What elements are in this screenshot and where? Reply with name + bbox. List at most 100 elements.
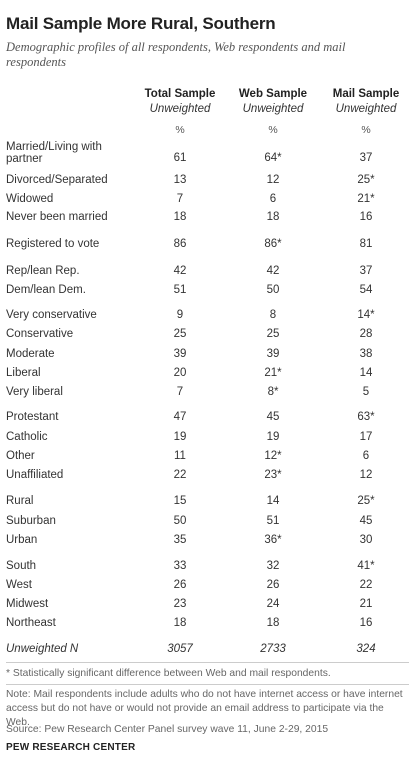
total-sample-value: 7 xyxy=(176,386,184,398)
web-sample-value: 19 xyxy=(266,431,280,443)
row-label: Married/Living with partner xyxy=(6,141,102,165)
mail-sample-value: 5 xyxy=(362,386,370,398)
web-sample-value: 12 xyxy=(266,174,280,186)
table-row: Very conservative 9 8 14* xyxy=(6,306,409,326)
mail-sample-value: 28 xyxy=(359,328,373,340)
col-subheader-mail: Unweighted xyxy=(335,103,397,115)
figure-title: Mail Sample More Rural, Southern xyxy=(6,14,276,33)
brand-wordmark: PEW RESEARCH CENTER xyxy=(6,742,136,753)
table-row: West 26 26 22 xyxy=(6,576,409,596)
table-row: Registered to vote 86 86* 81 xyxy=(6,235,409,255)
col-unit-mail: % xyxy=(361,124,371,136)
row-label: Divorced/Separated xyxy=(6,174,108,186)
row-label: Urban xyxy=(6,534,38,546)
table-row: Rep/lean Rep. 42 42 37 xyxy=(6,262,409,282)
web-sample-value: 36* xyxy=(264,534,282,546)
row-label: Conservative xyxy=(6,328,74,340)
row-label: Dem/lean Dem. xyxy=(6,284,86,296)
row-label: Rural xyxy=(6,495,34,507)
footnote-note: Note: Mail respondents include adults wh… xyxy=(6,689,403,728)
row-label: Catholic xyxy=(6,431,48,443)
source-line: Source: Pew Research Center Panel survey… xyxy=(6,724,329,735)
mail-sample-value: 45 xyxy=(359,515,373,527)
total-sample-value: 7 xyxy=(176,193,184,205)
col-unit-web: % xyxy=(268,124,278,136)
web-sample-value: 12* xyxy=(264,450,282,462)
total-sample-value: 35 xyxy=(173,534,187,546)
table-row: Liberal 20 21* 14 xyxy=(6,364,409,384)
table-row: Rural 15 14 25* xyxy=(6,492,409,512)
web-sample-value: 8 xyxy=(269,309,277,321)
web-sample-value: 6 xyxy=(269,193,277,205)
mail-sample-value: 37 xyxy=(359,152,373,164)
table-row: Suburban 50 51 45 xyxy=(6,512,409,532)
row-label: Widowed xyxy=(6,193,54,205)
total-sample-value: 86 xyxy=(173,238,187,250)
total-sample-value: 42 xyxy=(173,265,187,277)
mail-sample-value: 21* xyxy=(357,193,375,205)
total-sample-value: 15 xyxy=(173,495,187,507)
mail-sample-value: 41* xyxy=(357,560,375,572)
total-sample-value: 39 xyxy=(173,348,187,360)
table-row: Married/Living with partner 61 64* 37 xyxy=(6,141,409,171)
mail-sample-value: 16 xyxy=(359,617,373,629)
total-sample-value: 23 xyxy=(173,598,187,610)
mail-sample-value: 22 xyxy=(359,579,373,591)
table-row: Moderate 39 39 38 xyxy=(6,345,409,365)
table-row: Other 11 12* 6 xyxy=(6,447,409,467)
row-label: Very conservative xyxy=(6,309,97,321)
row-label: Midwest xyxy=(6,598,49,610)
row-label: South xyxy=(6,560,37,572)
col-subheader-web: Unweighted xyxy=(242,103,304,115)
total-sample-value: 26 xyxy=(173,579,187,591)
table-row: Very liberal 7 8* 5 xyxy=(6,383,409,403)
web-sample-value: 18 xyxy=(266,617,280,629)
mail-sample-value: 25* xyxy=(357,174,375,186)
total-sample-value: 61 xyxy=(173,152,187,164)
total-sample-value: 22 xyxy=(173,469,187,481)
web-sample-value: 45 xyxy=(266,411,280,423)
mail-sample-value: 37 xyxy=(359,265,373,277)
table-row: Midwest 23 24 21 xyxy=(6,595,409,615)
table-row: Divorced/Separated 13 12 25* xyxy=(6,171,409,191)
footnote-significance: * Statistically significant difference b… xyxy=(6,668,331,679)
web-sample-value: 32 xyxy=(266,560,280,572)
web-sample-value: 86* xyxy=(264,238,282,250)
table-row: Dem/lean Dem. 51 50 54 xyxy=(6,281,409,301)
row-label: Moderate xyxy=(6,348,55,360)
web-sample-value: 26 xyxy=(266,579,280,591)
table-row: Northeast 18 18 16 xyxy=(6,614,409,634)
mail-sample-value: 14 xyxy=(359,367,373,379)
unweighted-n-row: Unweighted N 3057 2733 324 xyxy=(6,640,409,660)
row-label: Northeast xyxy=(6,617,56,629)
table-row: Widowed 7 6 21* xyxy=(6,190,409,210)
total-sample-value: 33 xyxy=(173,560,187,572)
table-row: Unaffiliated 22 23* 12 xyxy=(6,466,409,486)
row-label: West xyxy=(6,579,32,591)
mail-sample-value: 54 xyxy=(359,284,373,296)
total-sample-value: 3057 xyxy=(167,643,193,655)
note-divider xyxy=(6,684,409,685)
figure-subtitle: Demographic profiles of all respondents,… xyxy=(6,40,346,69)
row-label: Other xyxy=(6,450,35,462)
mail-sample-value: 25* xyxy=(357,495,375,507)
row-label: Unweighted N xyxy=(6,643,79,655)
web-sample-value: 25 xyxy=(266,328,280,340)
web-sample-value: 42 xyxy=(266,265,280,277)
total-sample-value: 19 xyxy=(173,431,187,443)
table-row: Protestant 47 45 63* xyxy=(6,408,409,428)
web-sample-value: 51 xyxy=(266,515,280,527)
row-label: Never been married xyxy=(6,211,108,223)
col-subheader-total: Unweighted xyxy=(149,103,211,115)
row-label: Rep/lean Rep. xyxy=(6,265,80,277)
web-sample-value: 18 xyxy=(266,211,280,223)
col-header-mail: Mail Sample xyxy=(332,88,400,100)
total-sample-value: 51 xyxy=(173,284,187,296)
total-sample-value: 20 xyxy=(173,367,187,379)
row-label: Protestant xyxy=(6,411,59,423)
row-label: Very liberal xyxy=(6,386,63,398)
mail-sample-value: 17 xyxy=(359,431,373,443)
mail-sample-value: 21 xyxy=(359,598,373,610)
col-unit-total: % xyxy=(175,124,185,136)
